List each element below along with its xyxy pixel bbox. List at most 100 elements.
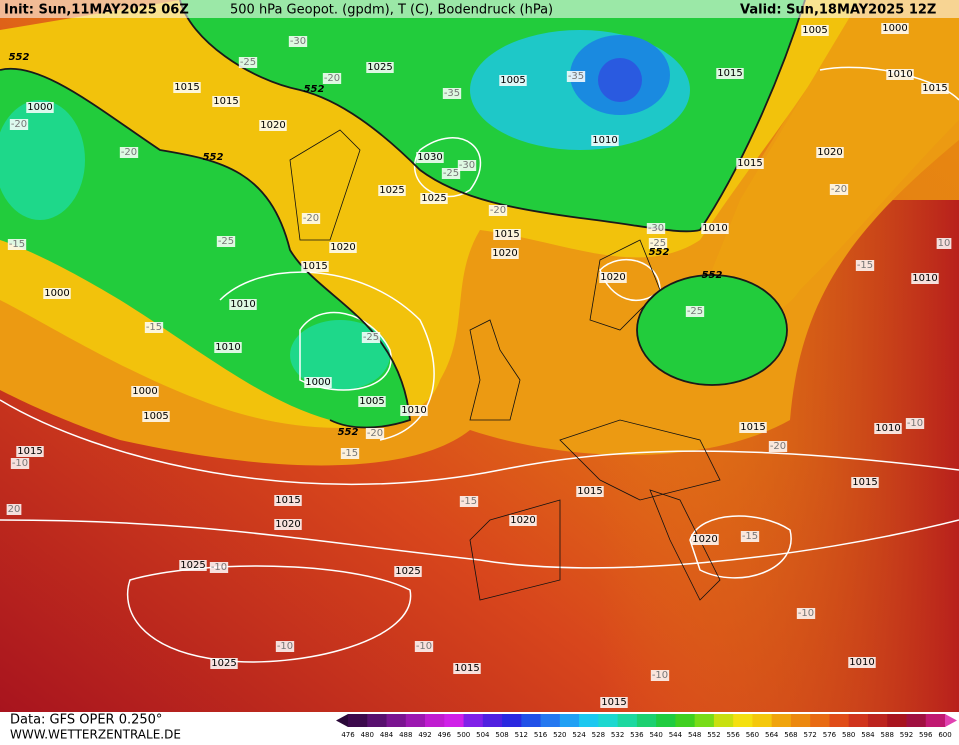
isobar-label: 1030 bbox=[417, 152, 442, 163]
temperature-label-bg bbox=[340, 448, 360, 459]
temperature-label-bg bbox=[768, 441, 788, 452]
temperature-label-bg bbox=[457, 160, 477, 171]
colorbar-label: 576 bbox=[823, 731, 837, 739]
colorbar-label: 564 bbox=[765, 731, 779, 739]
colorbar-cell bbox=[887, 714, 907, 727]
temperature-label-bg bbox=[9, 119, 29, 130]
colorbar-cell bbox=[848, 714, 869, 727]
isobar-label-bg bbox=[358, 396, 386, 407]
isobar-label-bg bbox=[420, 193, 448, 204]
isobar-label-bg bbox=[179, 560, 207, 571]
colorbar-cell bbox=[906, 714, 927, 727]
colorbar-cell bbox=[790, 714, 811, 727]
temperature-label: -15 bbox=[857, 260, 873, 271]
temperature-label: -10 bbox=[211, 562, 227, 573]
colorbar-end bbox=[945, 714, 957, 727]
isobar-label-bg bbox=[210, 658, 238, 669]
isobar-label-bg bbox=[736, 158, 764, 169]
isobar-label-bg bbox=[394, 566, 422, 577]
temperature-label-bg bbox=[855, 260, 875, 271]
temperature-label: -15 bbox=[342, 448, 358, 459]
colorbar-label: 556 bbox=[726, 731, 740, 739]
isobar-label: 1020 bbox=[692, 534, 717, 545]
isobar-label-bg bbox=[274, 495, 302, 506]
isobar-label-bg bbox=[301, 261, 329, 272]
temperature-label: -15 bbox=[146, 322, 162, 333]
temperature-label: -20 bbox=[303, 213, 319, 224]
isobar-label: 1005 bbox=[359, 396, 384, 407]
isobar-label: 1010 bbox=[401, 405, 426, 416]
isobar-label-bg bbox=[378, 185, 406, 196]
temperature-label: -25 bbox=[443, 168, 459, 179]
colorbar-cell bbox=[482, 714, 503, 727]
temperature-label: -10 bbox=[416, 641, 432, 652]
colorbar-cell bbox=[444, 714, 465, 727]
isobar-label: 1025 bbox=[367, 62, 392, 73]
colorbar-cell bbox=[559, 714, 580, 727]
colorbar-end bbox=[336, 714, 348, 727]
isobar-label-bg bbox=[911, 273, 939, 284]
isobar-label: 1025 bbox=[421, 193, 446, 204]
temperature-label-bg bbox=[648, 238, 668, 249]
temperature-label-bg bbox=[829, 184, 849, 195]
temperature-label: -30 bbox=[290, 36, 306, 47]
isobar-label: 1020 bbox=[600, 272, 625, 283]
temperature-label: -35 bbox=[444, 88, 460, 99]
isobar-label-bg bbox=[173, 82, 201, 93]
colorbar-cell bbox=[367, 714, 388, 727]
height-label: 552 bbox=[702, 270, 723, 281]
temperature-label-bg bbox=[288, 36, 308, 47]
temperature-label: -20 bbox=[11, 119, 27, 130]
isobar-label-bg bbox=[366, 62, 394, 73]
isobar-label-bg bbox=[416, 152, 444, 163]
colorbar-label: 532 bbox=[611, 731, 624, 739]
temperature-label-bg bbox=[488, 205, 508, 216]
isobar-label-bg bbox=[591, 135, 619, 146]
temperature-label: -35 bbox=[568, 71, 584, 82]
temperature-label-bg bbox=[6, 504, 22, 515]
temperature-label-bg bbox=[301, 213, 321, 224]
temperature-label-bg bbox=[361, 332, 381, 343]
colorbar-cell bbox=[540, 714, 561, 727]
temperature-label-bg bbox=[414, 641, 434, 652]
colorbar-label: 516 bbox=[534, 731, 548, 739]
isobar-label-bg bbox=[509, 515, 537, 526]
isobar-label: 1015 bbox=[922, 83, 947, 94]
colorbar-label: 524 bbox=[572, 731, 586, 739]
isobar-label-bg bbox=[691, 534, 719, 545]
isobar-label-bg bbox=[716, 68, 744, 79]
isobar-label: 1020 bbox=[510, 515, 535, 526]
colorbar-label: 560 bbox=[746, 731, 759, 739]
isobar-label-bg bbox=[274, 519, 302, 530]
isobar-label-bg bbox=[259, 120, 287, 131]
temperature-label: -20 bbox=[367, 428, 383, 439]
height-label: 552 bbox=[9, 52, 30, 63]
isobar-label: 1025 bbox=[180, 560, 205, 571]
colorbar-label: 540 bbox=[649, 731, 662, 739]
colorbar-cell bbox=[713, 714, 734, 727]
isobar-label-bg bbox=[801, 25, 829, 36]
temperature-label-bg bbox=[905, 418, 925, 429]
temperature-label: -25 bbox=[363, 332, 379, 343]
isobar-label: 1000 bbox=[27, 102, 52, 113]
colorbar-label: 476 bbox=[341, 731, 355, 739]
isobar-label: 1015 bbox=[852, 477, 877, 488]
isobar-label: 1020 bbox=[260, 120, 285, 131]
colorbar-cell bbox=[925, 714, 946, 727]
isobar-label-bg bbox=[851, 477, 879, 488]
temperature-label: -10 bbox=[277, 641, 293, 652]
temperature-label: -10 bbox=[12, 458, 28, 469]
isobar-label: 1020 bbox=[817, 147, 842, 158]
isobar-label: 1005 bbox=[143, 411, 168, 422]
temperature-label-bg bbox=[209, 562, 229, 573]
colorbar-cell bbox=[617, 714, 638, 727]
temperature-label-bg bbox=[10, 458, 30, 469]
isobar-label-bg bbox=[701, 223, 729, 234]
temperature-label: -20 bbox=[324, 73, 340, 84]
isobar-label: 1010 bbox=[875, 423, 900, 434]
valid-time: Valid: Sun,18MAY2025 12Z bbox=[740, 3, 936, 18]
colorbar-cell bbox=[579, 714, 599, 727]
isobar-label-bg bbox=[881, 23, 909, 34]
height-label: 552 bbox=[649, 247, 670, 258]
